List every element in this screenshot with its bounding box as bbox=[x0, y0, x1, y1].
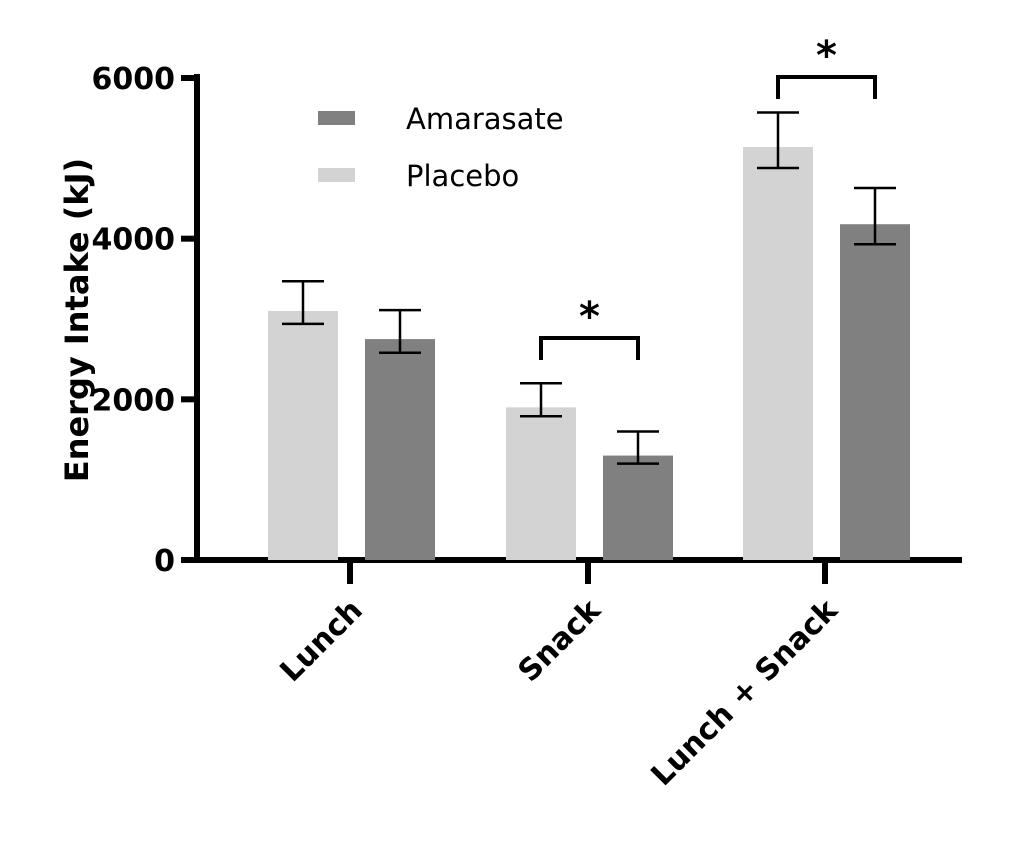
bar-amarasate bbox=[365, 339, 435, 560]
y-tick-label: 0 bbox=[154, 544, 175, 579]
significance-bracket bbox=[776, 75, 877, 99]
legend-swatch-amarasate bbox=[318, 111, 355, 125]
x-tick-label: Snack bbox=[512, 592, 609, 689]
bar-placebo bbox=[743, 147, 813, 560]
y-tick-label: 6000 bbox=[92, 62, 176, 97]
legend-label-amarasate: Amarasate bbox=[406, 102, 564, 136]
bar-amarasate bbox=[603, 455, 673, 560]
significance-marker: * bbox=[579, 294, 600, 340]
y-tick-label: 4000 bbox=[92, 223, 176, 258]
y-tick-label: 2000 bbox=[92, 383, 176, 418]
x-tick-label: Lunch + Snack bbox=[645, 592, 846, 793]
x-tick-label: Lunch bbox=[274, 593, 370, 689]
y-axis-label: Energy Intake (kJ) bbox=[58, 158, 96, 482]
bar-placebo bbox=[268, 310, 338, 560]
legend-swatch-placebo bbox=[318, 168, 355, 182]
legend-label-placebo: Placebo bbox=[406, 159, 519, 193]
bar-amarasate bbox=[840, 224, 910, 560]
bar-placebo bbox=[506, 407, 576, 560]
significance-bracket bbox=[539, 336, 640, 360]
significance-marker: * bbox=[816, 33, 837, 79]
